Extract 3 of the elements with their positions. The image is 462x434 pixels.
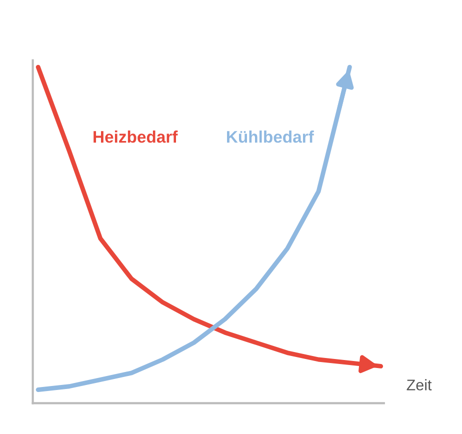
series-label: Kühlbedarf: [227, 130, 314, 143]
series-label: Heizbedarf: [94, 130, 178, 143]
x-axis-title: Zeit: [406, 379, 432, 390]
